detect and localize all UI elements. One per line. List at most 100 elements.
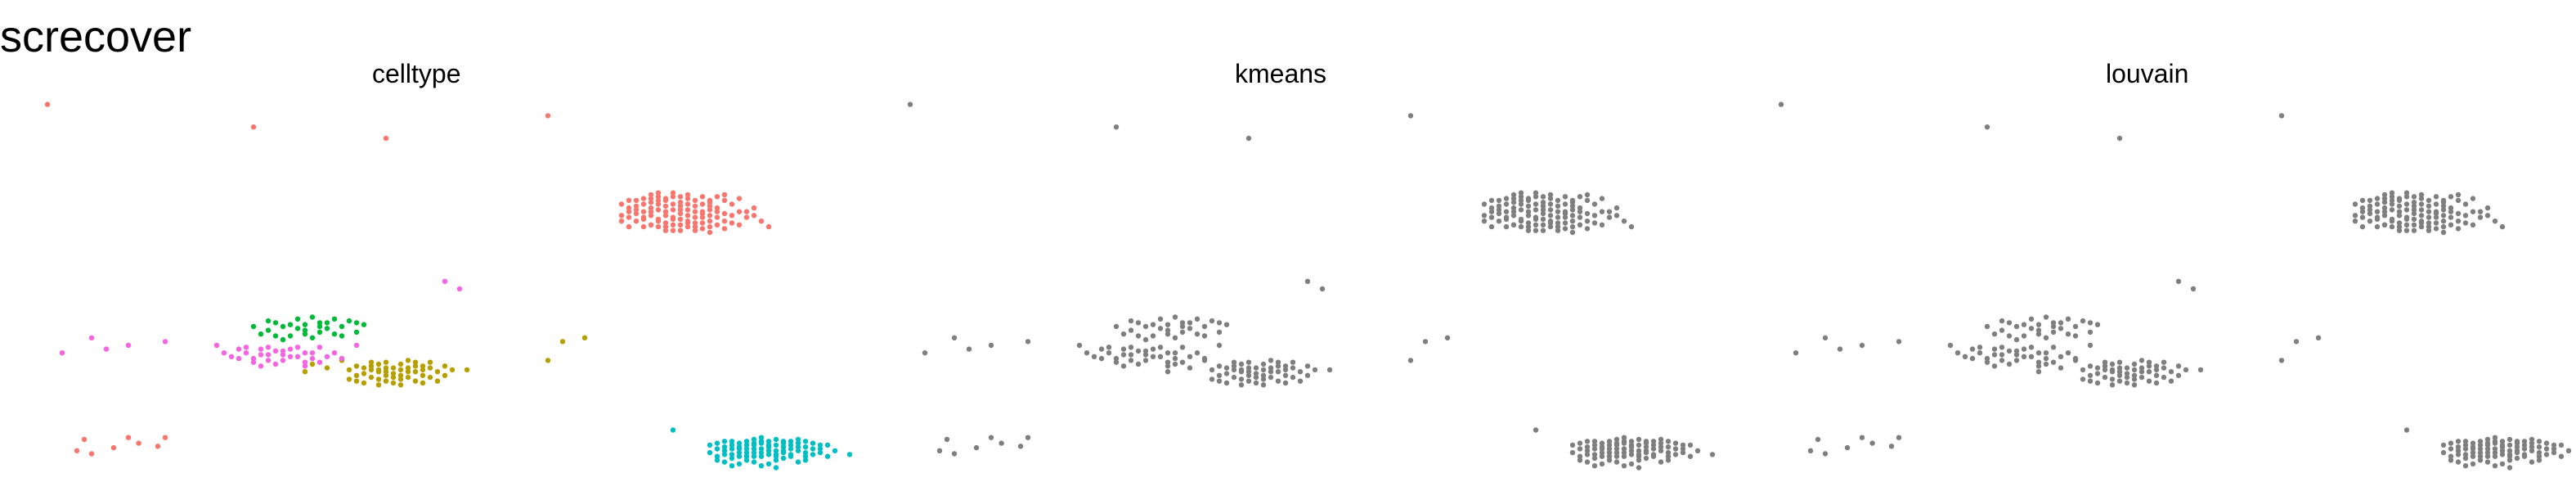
scatter-point [427, 374, 433, 381]
scatter-point [626, 223, 632, 230]
scatter-point [788, 446, 794, 452]
scatter-point [2418, 218, 2425, 224]
scatter-point [2396, 209, 2403, 214]
scatter-point [648, 213, 654, 218]
scatter-point [2043, 361, 2049, 367]
scatter-point [2455, 226, 2462, 232]
scatter-point [2080, 376, 2086, 382]
scatter-point [1488, 197, 1495, 204]
scatter-point [2455, 191, 2462, 198]
scatter-point [780, 440, 787, 446]
scatter-point [1142, 348, 1149, 354]
scatter-point [1113, 323, 1120, 330]
scatter-point [316, 329, 323, 336]
scatter-point [2374, 223, 2381, 230]
scatter-point [228, 354, 235, 359]
scatter-point [736, 453, 743, 459]
scatter-point [1584, 452, 1591, 457]
scatter-point [1577, 446, 1583, 452]
scatter-point [250, 323, 257, 330]
scatter-point [736, 196, 743, 201]
scatter-point [2440, 218, 2447, 224]
scatter-point [2168, 369, 2174, 375]
scatter-point [1591, 455, 1598, 462]
scatter-point [2124, 374, 2130, 381]
scatter-point [339, 355, 345, 362]
scatter-point [250, 359, 257, 365]
scatter-point [758, 446, 765, 452]
scatter-point [1547, 213, 1554, 218]
scatter-point [1312, 367, 1318, 373]
scatter-point [2484, 446, 2491, 452]
scatter-point [707, 200, 713, 205]
scatter-point [2403, 222, 2410, 227]
scatter-point [1201, 323, 1208, 330]
scatter-point [375, 382, 382, 388]
scatter-point [2058, 320, 2064, 326]
scatter-point [2116, 359, 2123, 365]
scatter-point [1260, 382, 1267, 388]
scatter-point [1238, 376, 1245, 382]
scatter-point [405, 374, 411, 381]
scatter-point [412, 359, 419, 365]
scatter-point [1187, 354, 1193, 359]
scatter-point [999, 440, 1004, 446]
scatter-point [736, 209, 743, 214]
scatter-point [2403, 227, 2410, 233]
scatter-point [1165, 322, 1171, 327]
scatter-point [1999, 352, 2005, 358]
scatter-point [1106, 345, 1112, 350]
scatter-point [361, 322, 367, 327]
scatter-point [2536, 439, 2542, 444]
scatter-point [353, 320, 360, 326]
scatter-point [1621, 463, 1627, 469]
scatter-point [324, 326, 330, 331]
scatter-point [1135, 333, 1142, 339]
scatter-point [2477, 209, 2484, 214]
scatter-point [2506, 452, 2513, 457]
scatter-point [1709, 452, 1716, 457]
scatter-point [1533, 227, 1539, 233]
scatter-point [2455, 197, 2462, 204]
scatter-point [1999, 327, 2005, 333]
scatter-point [2499, 223, 2506, 230]
scatter-point [1569, 442, 1576, 448]
scatter-point [1584, 210, 1591, 217]
scatter-point [729, 442, 735, 448]
scatter-point [1577, 457, 1583, 463]
scatter-point [397, 382, 404, 388]
scatter-point [1481, 201, 1488, 207]
scatter-point [2021, 333, 2027, 339]
scatter-point [1636, 442, 1642, 448]
scatter-point [714, 222, 720, 227]
scatter-point [684, 213, 691, 218]
scatter-point [2389, 194, 2395, 200]
scatter-point [1562, 201, 1568, 207]
scatter-point [1533, 194, 1539, 200]
scatter-point [59, 350, 65, 356]
scatter-point [2197, 367, 2204, 373]
scatter-point [2043, 314, 2049, 320]
scatter-point [2492, 453, 2498, 459]
scatter-point [1540, 207, 1546, 213]
scatter-point [1223, 371, 1230, 376]
scatter-point [640, 201, 647, 207]
scatter-point [375, 376, 382, 382]
scatter-point [729, 439, 735, 444]
scatter-point [2138, 358, 2145, 363]
scatter-point [1577, 440, 1583, 446]
scatter-point [1231, 367, 1237, 373]
scatter-point [626, 205, 632, 211]
scatter-point [1142, 323, 1149, 330]
scatter-point [944, 436, 950, 443]
scatter-point [1665, 453, 1672, 459]
scatter-point [2381, 222, 2388, 227]
scatter-point [1969, 346, 1976, 352]
scatter-point [817, 446, 824, 452]
scatter-point [88, 451, 95, 457]
scatter-point [2492, 449, 2498, 456]
scatter-point [1999, 345, 2005, 350]
scatter-point [1555, 203, 1561, 209]
scatter-point [2389, 197, 2395, 204]
scatter-point [2035, 363, 2042, 369]
